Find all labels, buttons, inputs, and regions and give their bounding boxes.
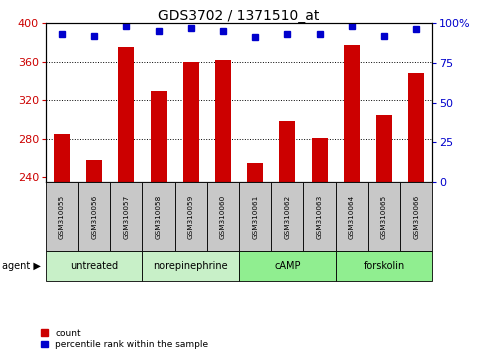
Bar bbox=[279, 121, 296, 354]
Bar bbox=[312, 138, 327, 354]
Bar bbox=[303, 182, 336, 251]
Text: GSM310055: GSM310055 bbox=[59, 195, 65, 239]
Text: GSM310056: GSM310056 bbox=[91, 195, 97, 239]
Text: forskolin: forskolin bbox=[363, 261, 405, 272]
Bar bbox=[336, 182, 368, 251]
Text: GSM310059: GSM310059 bbox=[188, 195, 194, 239]
Bar bbox=[54, 134, 70, 354]
Bar bbox=[408, 73, 424, 354]
Bar bbox=[78, 182, 110, 251]
Bar bbox=[46, 182, 78, 251]
Text: GSM310066: GSM310066 bbox=[413, 195, 419, 239]
Text: GSM310064: GSM310064 bbox=[349, 195, 355, 239]
Text: GSM310058: GSM310058 bbox=[156, 195, 162, 239]
Text: GSM310065: GSM310065 bbox=[381, 195, 387, 239]
Bar bbox=[175, 182, 207, 251]
Text: GSM310063: GSM310063 bbox=[316, 195, 323, 239]
Text: GSM310060: GSM310060 bbox=[220, 195, 226, 239]
Bar bbox=[118, 47, 134, 354]
Bar bbox=[207, 182, 239, 251]
Bar bbox=[247, 163, 263, 354]
Bar bbox=[215, 60, 231, 354]
Bar bbox=[271, 182, 303, 251]
Bar bbox=[239, 182, 271, 251]
Text: GSM310062: GSM310062 bbox=[284, 195, 290, 239]
Bar bbox=[142, 182, 175, 251]
Text: GSM310057: GSM310057 bbox=[123, 195, 129, 239]
Bar bbox=[400, 182, 432, 251]
Text: GSM310061: GSM310061 bbox=[252, 195, 258, 239]
Bar bbox=[86, 160, 102, 354]
Bar bbox=[376, 115, 392, 354]
Bar bbox=[239, 251, 336, 281]
Bar bbox=[344, 45, 360, 354]
Text: agent ▶: agent ▶ bbox=[2, 261, 41, 272]
Legend: count, percentile rank within the sample: count, percentile rank within the sample bbox=[41, 329, 208, 349]
Bar bbox=[183, 62, 199, 354]
Bar bbox=[142, 251, 239, 281]
Bar bbox=[46, 251, 142, 281]
Text: GDS3702 / 1371510_at: GDS3702 / 1371510_at bbox=[158, 9, 320, 23]
Bar bbox=[110, 182, 142, 251]
Text: cAMP: cAMP bbox=[274, 261, 300, 272]
Bar bbox=[336, 251, 432, 281]
Bar bbox=[368, 182, 400, 251]
Text: untreated: untreated bbox=[70, 261, 118, 272]
Bar bbox=[151, 91, 167, 354]
Text: norepinephrine: norepinephrine bbox=[154, 261, 228, 272]
